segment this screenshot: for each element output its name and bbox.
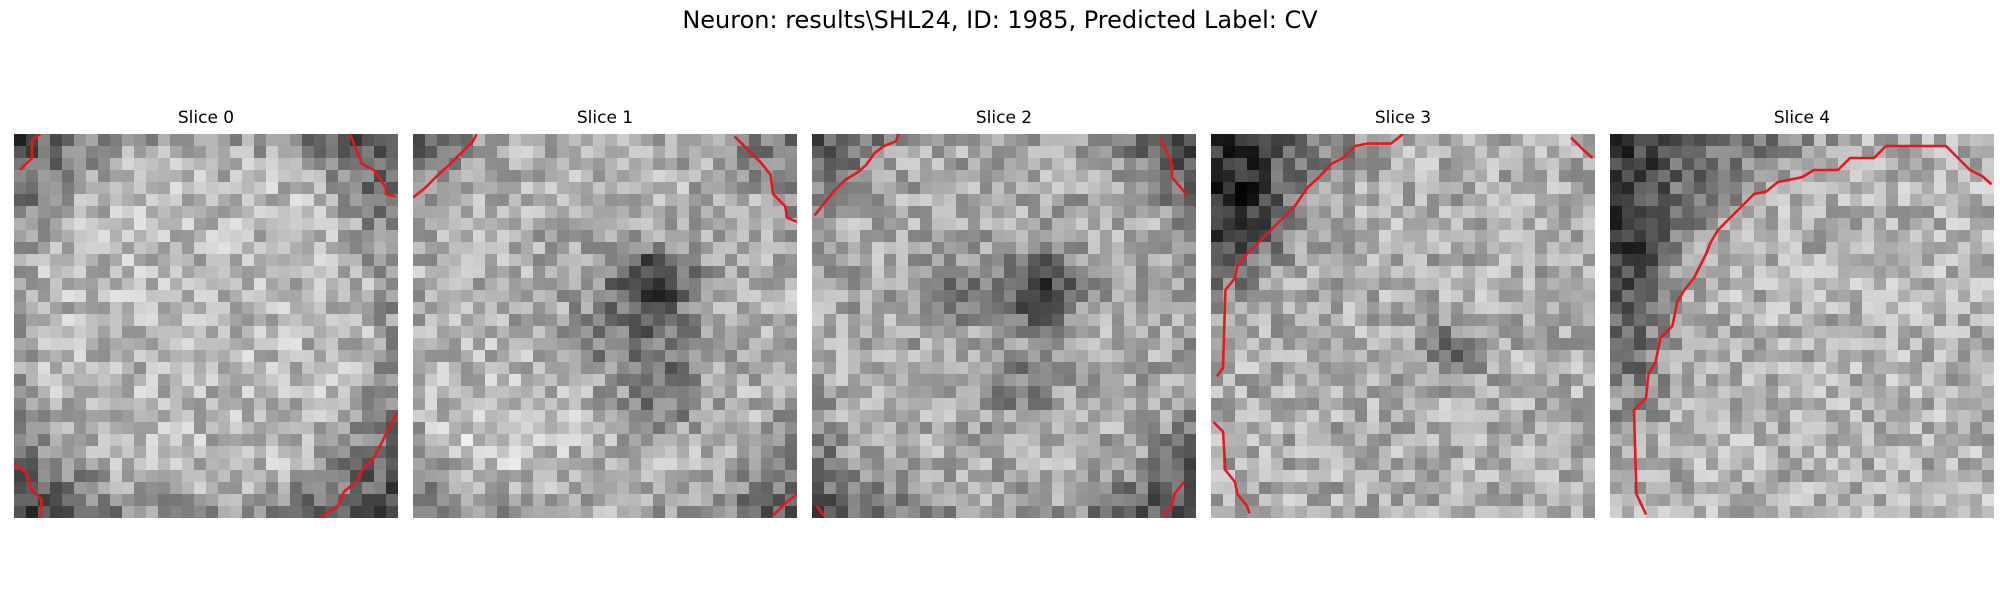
slice-title: Slice 2 <box>975 108 1033 128</box>
contour-line <box>1632 144 1993 515</box>
contour-line <box>772 492 797 517</box>
slice-image-canvas <box>14 134 398 518</box>
slice-image <box>14 134 398 518</box>
slice-image-canvas <box>1610 134 1994 518</box>
slice-title: Slice 1 <box>576 108 634 128</box>
slice-image <box>1610 134 1994 518</box>
contour-line <box>348 134 396 198</box>
contour-line <box>1158 137 1189 198</box>
slice-title: Slice 3 <box>1374 108 1432 128</box>
slice-title: Slice 0 <box>177 108 235 128</box>
slice-image-canvas <box>413 134 797 518</box>
slice-image <box>413 134 797 518</box>
contour-line <box>19 134 42 171</box>
slice-title: Slice 4 <box>1773 108 1831 128</box>
figure-title: Neuron: results\SHL24, ID: 1985, Predict… <box>682 6 1318 34</box>
slice-image <box>812 134 1196 518</box>
slice-image <box>1211 134 1595 518</box>
contour-line <box>813 134 900 217</box>
slice-image-canvas <box>812 134 1196 518</box>
contour-line <box>815 505 826 517</box>
contour-line <box>14 462 43 518</box>
slice-image-canvas <box>1211 134 1595 518</box>
contour-line <box>413 134 478 199</box>
contour-line <box>1212 421 1251 514</box>
contour-line <box>319 411 398 518</box>
contour-line <box>1161 481 1186 518</box>
contour-line <box>1215 134 1404 378</box>
contour-line <box>1570 136 1594 159</box>
contour-line <box>733 135 797 223</box>
